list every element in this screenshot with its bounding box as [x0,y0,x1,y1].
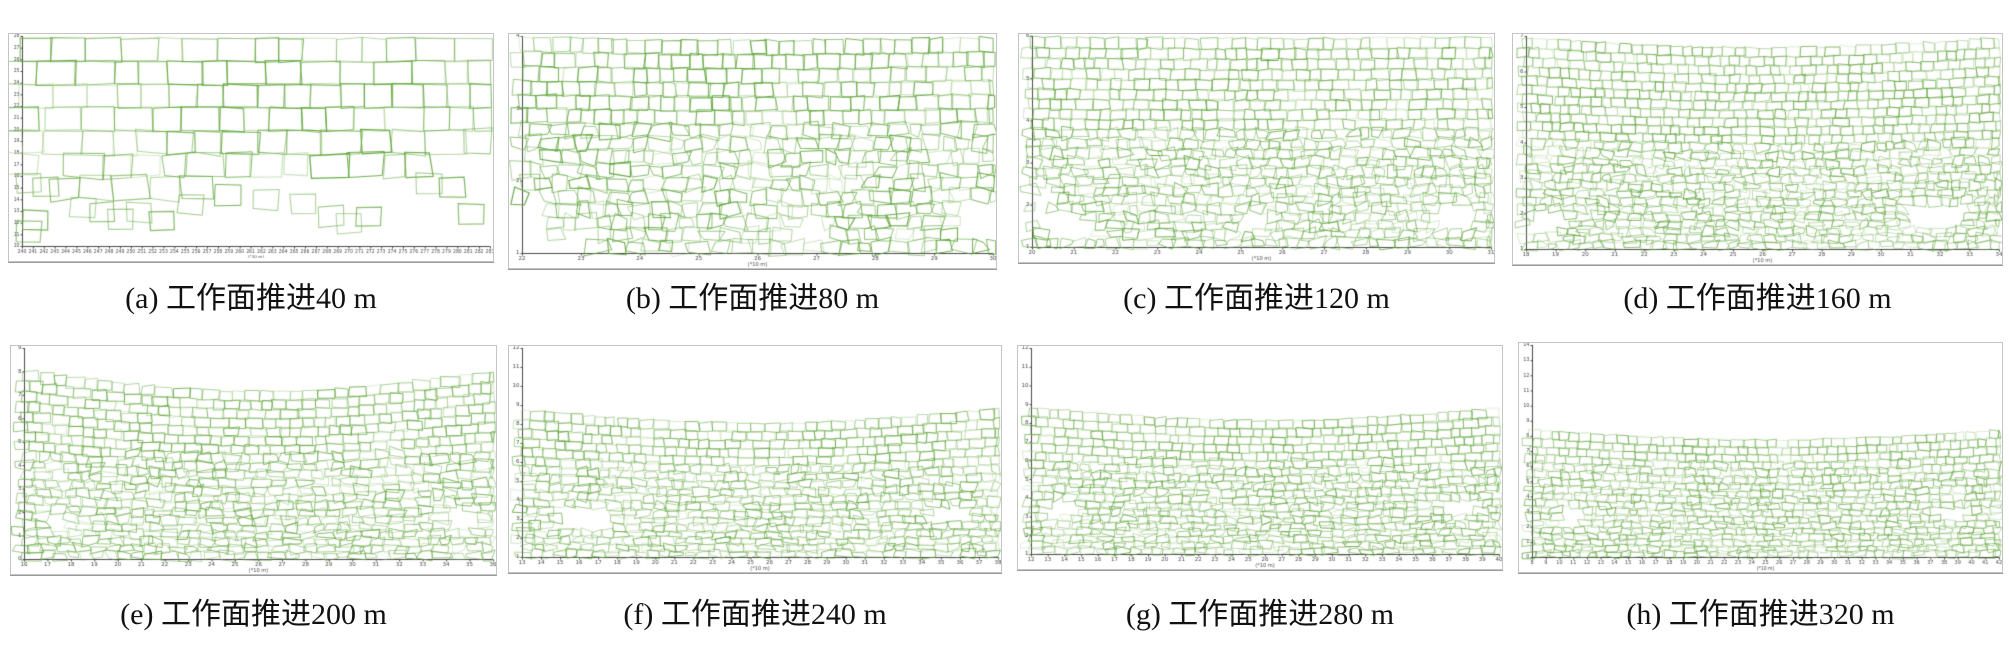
block-simulation-canvas-d [1513,34,2002,264]
subfigure-caption-c: (c) 工作面推进120 m [1123,282,1390,315]
subfigure-caption-h: (h) 工作面推进320 m [1626,598,1895,631]
simulation-window-a [8,33,494,262]
subfigure-caption-e: (e) 工作面推进200 m [120,598,387,631]
subfigure-caption-a: (a) 工作面推进40 m [125,282,377,315]
block-simulation-canvas-h [1519,343,2002,572]
block-simulation-canvas-f [509,346,1001,572]
subfigure-caption-g: (g) 工作面推进280 m [1125,598,1395,631]
simulation-window-f [508,345,1002,573]
block-simulation-canvas-e [11,346,496,574]
simulation-window-e [10,345,497,575]
subfigure-caption-d: (d) 工作面推进160 m [1623,282,1892,315]
simulation-window-c [1018,33,1495,263]
simulation-window-g [1017,345,1503,570]
simulation-window-d [1512,33,2003,265]
block-simulation-canvas-c [1019,34,1494,262]
simulation-window-b [508,33,997,269]
subfigure-caption-f: (f) 工作面推进240 m [623,598,887,631]
block-simulation-canvas-b [509,34,996,268]
block-simulation-canvas-a [9,34,493,261]
block-simulation-canvas-g [1018,346,1502,569]
simulation-window-h [1518,342,2003,573]
subfigure-caption-b: (b) 工作面推进80 m [625,282,880,315]
